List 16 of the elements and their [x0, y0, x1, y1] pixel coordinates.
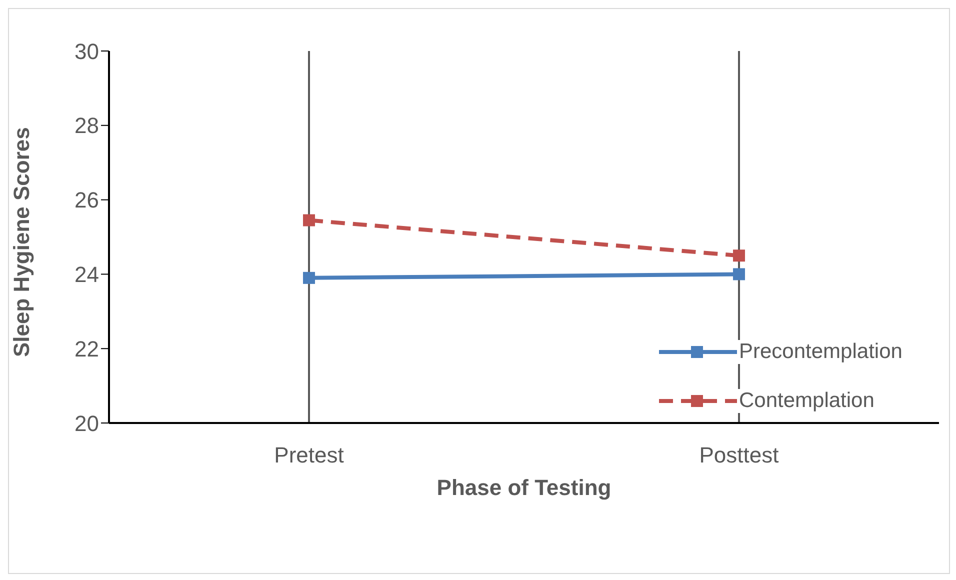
y-tick-label: 26 — [74, 188, 99, 213]
y-tick-label: 22 — [74, 336, 99, 362]
y-tick-label: 28 — [74, 113, 99, 138]
y-tick-label: 24 — [74, 262, 99, 288]
point — [303, 214, 315, 226]
y-tick-label: 30 — [74, 38, 99, 64]
legend-label: Precontemplation — [737, 340, 902, 364]
x-axis-title: Phase of Testing — [436, 475, 612, 500]
x-tick-label: Pretest — [274, 442, 344, 468]
x-tick-label: Posttest — [699, 442, 779, 468]
y-tick-label: 20 — [74, 410, 99, 436]
point — [733, 268, 745, 280]
legend-label: Contemplation — [737, 388, 874, 412]
y-axis-title: Sleep Hygiene Scores — [8, 127, 34, 357]
point — [303, 272, 315, 284]
point — [733, 250, 745, 262]
